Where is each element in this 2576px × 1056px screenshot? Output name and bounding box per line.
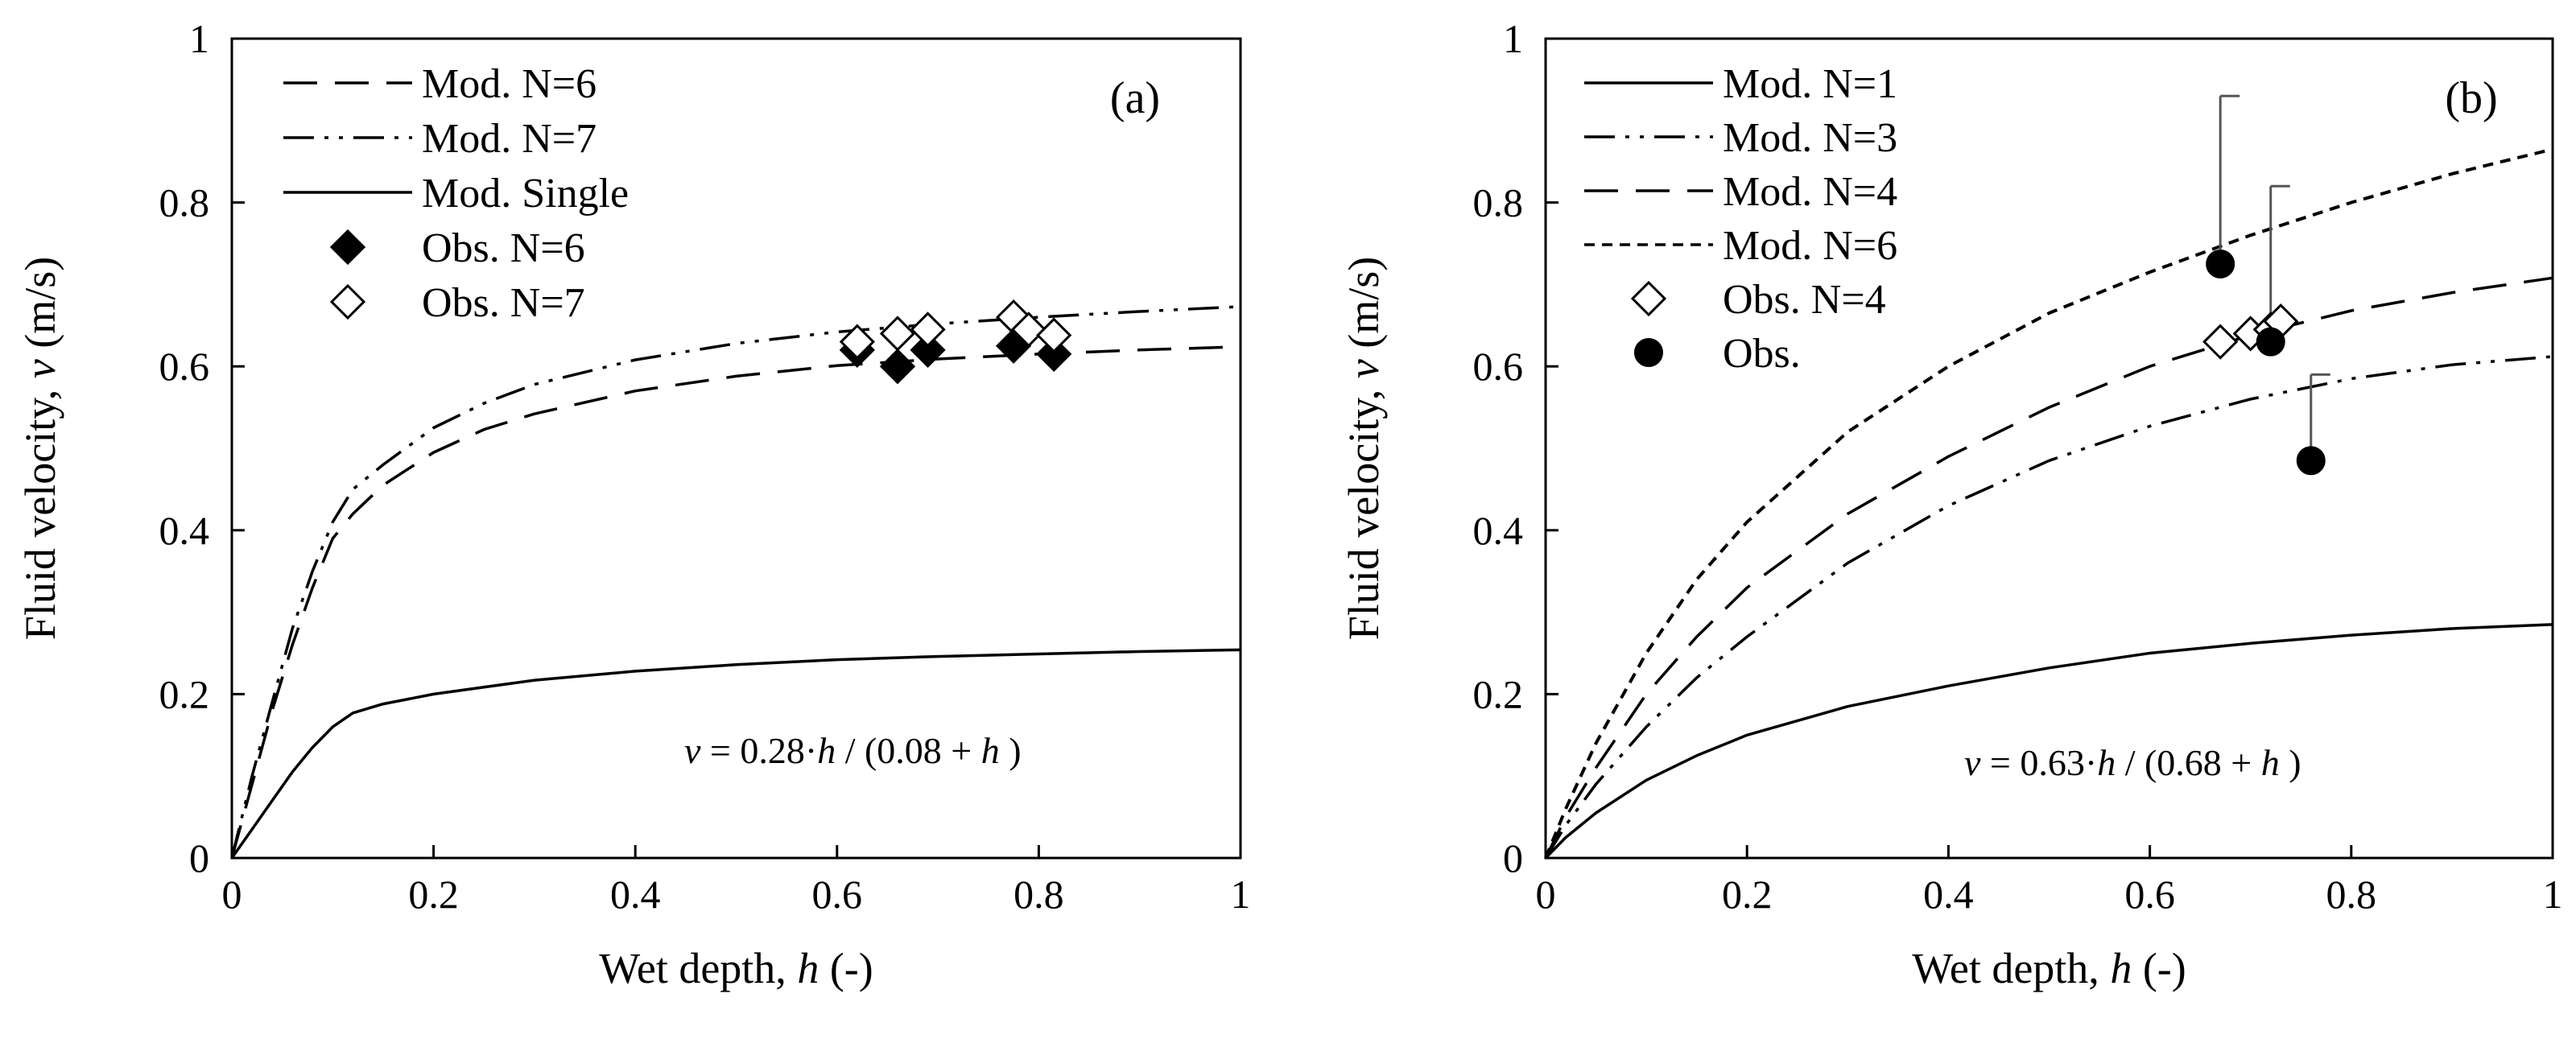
panel-label: (b) — [2445, 73, 2497, 123]
legend-marker — [1630, 280, 1667, 317]
marker-obs — [2296, 446, 2326, 476]
equation-var-v: v — [684, 730, 701, 771]
series-line-mod-n-1 — [1544, 623, 2553, 860]
x-tick-label: 1 — [2543, 872, 2563, 917]
y-axis-title-suffix: (m/s) — [1340, 257, 1388, 360]
legend-label: Mod. N=6 — [422, 61, 597, 107]
x-tick-label: 0 — [1536, 872, 1556, 917]
y-tick-label: 1 — [1503, 16, 1523, 61]
equation-close: ) — [2280, 742, 2301, 783]
y-axis-title: Fluid velocity, v (m/s) — [1340, 257, 1388, 640]
y-tick-label: 0.8 — [1473, 180, 1524, 225]
legend-marker — [1634, 338, 1663, 367]
y-axis-title: Fluid velocity, v (m/s) — [16, 257, 64, 640]
legend-label: Mod. N=7 — [422, 116, 597, 162]
panel-a: 0 0.2 0.4 0.6 0.8 1 0 0.2 0.4 0.6 0.8 1 Wet depth, h… — [16, 16, 1251, 992]
x-axis-title-prefix: Wet depth, — [1912, 944, 2110, 992]
y-tick-label: 0.8 — [159, 180, 210, 225]
equation-coef: = 0.63· — [1980, 742, 2097, 783]
x-tick-label: 0.8 — [2326, 872, 2377, 917]
x-axis-title-var: h — [797, 944, 819, 992]
plot-frame — [230, 37, 1242, 860]
marker-obs-n-7 — [1010, 311, 1046, 348]
x-axis-title-suffix: (-) — [819, 944, 873, 992]
x-tick-label: 0.6 — [2124, 872, 2175, 917]
legend-label: Mod. N=1 — [1723, 61, 1897, 107]
equation-coef: = 0.28· — [700, 730, 817, 771]
legend-label: Obs. — [1723, 331, 1801, 377]
legend-label: Mod. N=3 — [1723, 115, 1897, 161]
equation-denominator: / (0.68 + — [2116, 742, 2261, 783]
y-axis-title-prefix: Fluid velocity, — [1340, 378, 1388, 640]
equation-var-h: h — [2097, 742, 2116, 783]
marker-obs-n-7 — [879, 316, 916, 352]
marker-obs-n-6 — [879, 349, 916, 385]
marker-obs — [2206, 249, 2235, 278]
legend-label: Mod. Single — [422, 171, 629, 217]
y-tick-label: 0.2 — [1473, 671, 1524, 716]
series-line-mod-n-6 — [230, 345, 1241, 859]
series-line-mod-single — [230, 648, 1241, 860]
x-tick-label: 1 — [1231, 872, 1251, 917]
equation-close: ) — [1000, 730, 1022, 771]
y-tick-label: 0.6 — [1473, 344, 1524, 389]
y-tick-label: 0.4 — [1473, 508, 1524, 553]
x-tick-label: 0.4 — [1923, 872, 1974, 917]
x-axis-title-suffix: (-) — [2132, 944, 2186, 992]
equation-var-h: h — [981, 730, 1000, 771]
equation-var-v: v — [1964, 742, 1981, 783]
legend-label: Mod. N=6 — [1723, 223, 1897, 269]
x-axis-title: Wet depth, h (-) — [1912, 944, 2186, 992]
y-tick-label: 0.6 — [159, 344, 210, 389]
equation-annotation: v = 0.63·h / (0.68 + h ) — [1964, 742, 2301, 783]
equation-denominator: / (0.08 + — [836, 730, 981, 771]
panel-label: (a) — [1110, 73, 1160, 123]
x-axis-title-var: h — [2110, 944, 2132, 992]
equation-var-h: h — [2261, 742, 2280, 783]
x-tick-label: 0.8 — [1013, 872, 1064, 917]
legend-label: Mod. N=4 — [1723, 169, 1897, 215]
marker-obs-n-7 — [1036, 317, 1072, 353]
equation-annotation: v = 0.28·h / (0.08 + h ) — [684, 730, 1022, 771]
legend-marker — [329, 229, 366, 266]
y-axis-title-suffix: (m/s) — [16, 257, 64, 360]
x-axis-title: Wet depth, h (-) — [599, 944, 873, 992]
legend-label: Obs. N=6 — [422, 225, 585, 271]
legend-marker — [329, 283, 366, 320]
marker-obs-n-4 — [2202, 324, 2239, 360]
y-tick-label: 0 — [1503, 835, 1523, 881]
legend-label: Obs. N=7 — [422, 280, 585, 326]
x-tick-label: 0.2 — [1722, 872, 1773, 917]
y-tick-label: 1 — [189, 16, 209, 61]
plot-frame — [1544, 37, 2554, 860]
series-line-mod-n-4 — [1544, 276, 2553, 859]
y-axis-title-var: v — [16, 359, 64, 378]
panel-b: 0 0.2 0.4 0.6 0.8 1 0 0.2 0.4 0.6 0.8 1 Wet depth, h… — [1340, 16, 2563, 992]
equation-var-h: h — [817, 730, 836, 771]
legend-label: Obs. N=4 — [1723, 277, 1886, 323]
y-tick-label: 0.2 — [159, 671, 210, 716]
x-tick-label: 0.4 — [610, 872, 661, 917]
y-axis-title-var: v — [1340, 359, 1388, 378]
marker-obs-n-7 — [839, 324, 875, 360]
x-tick-label: 0.2 — [408, 872, 459, 917]
x-tick-label: 0 — [222, 872, 242, 917]
series-line-mod-n-7 — [230, 305, 1241, 859]
marker-obs-n-6 — [1036, 336, 1072, 373]
x-tick-label: 0.6 — [812, 872, 863, 917]
y-tick-label: 0.4 — [159, 508, 210, 553]
marker-obs — [2256, 327, 2285, 357]
marker-obs-n-6 — [910, 332, 946, 368]
y-tick-label: 0 — [189, 835, 209, 881]
x-axis-title-prefix: Wet depth, — [599, 944, 797, 992]
marker-obs-n-7 — [910, 311, 946, 348]
y-axis-title-prefix: Fluid velocity, — [16, 378, 64, 640]
series-line-mod-n-6 — [1544, 147, 2553, 859]
